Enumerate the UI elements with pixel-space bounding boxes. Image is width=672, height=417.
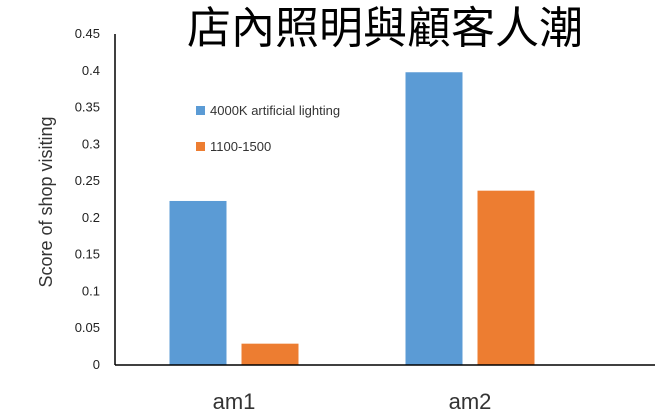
y-tick-label: 0.05 [75, 320, 100, 335]
y-tick-label: 0.2 [82, 210, 100, 225]
bar-am1-series-1 [169, 200, 227, 365]
bar-group [169, 72, 535, 365]
x-tick-label: am1 [213, 389, 256, 414]
legend: 4000K artificial lighting 1100-1500 [196, 103, 340, 154]
y-tick-label: 0.15 [75, 247, 100, 262]
y-tick-label: 0.4 [82, 63, 100, 78]
x-tick-label: am2 [449, 389, 492, 414]
y-tick-label: 0.45 [75, 26, 100, 41]
y-axis-label: Score of shop visiting [36, 116, 56, 287]
y-tick-label: 0.1 [82, 283, 100, 298]
y-tick-label: 0.3 [82, 136, 100, 151]
chart-title: 店內照明與顧客人潮 [187, 3, 583, 54]
legend-label: 1100-1500 [210, 139, 271, 154]
legend-swatch [196, 106, 205, 115]
legend-label: 4000K artificial lighting [210, 103, 340, 118]
bar-am2-series-1 [405, 72, 463, 365]
x-tick-labels: am1 am2 [213, 389, 492, 414]
bar-am2-series-2 [477, 190, 535, 365]
y-tick-label: 0.35 [75, 100, 100, 115]
legend-swatch [196, 142, 205, 151]
y-tick-label: 0.25 [75, 173, 100, 188]
y-tick-label: 0 [93, 357, 100, 372]
y-tick-labels: 0 0.05 0.1 0.15 0.2 0.25 0.3 0.35 0.4 0.45 [75, 26, 100, 372]
bar-am1-series-2 [241, 343, 299, 365]
